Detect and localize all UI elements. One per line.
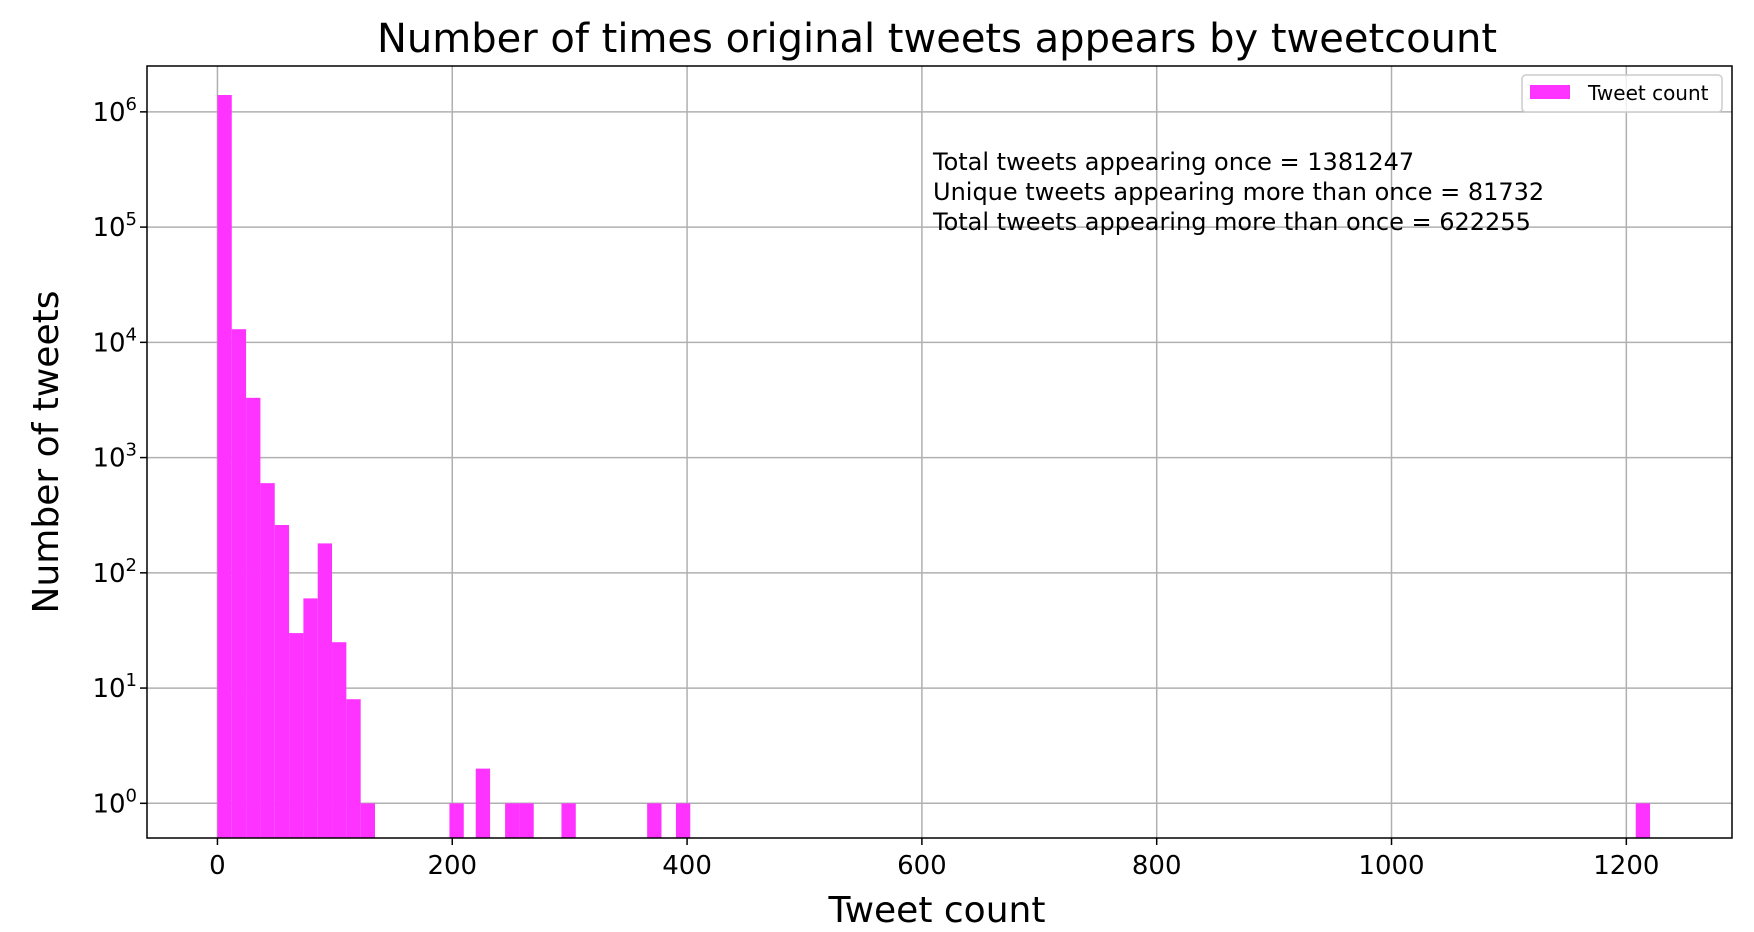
- histogram-bar-9: [346, 699, 361, 838]
- y-axis-label: Number of tweets: [26, 291, 67, 614]
- x-tick-label-2: 400: [662, 851, 712, 881]
- histogram-bar-14: [519, 803, 534, 838]
- chart-title: Number of times original tweets appears …: [377, 16, 1497, 62]
- y-tick-label-5: 105: [92, 209, 137, 243]
- y-tick-label-6: 106: [92, 94, 137, 128]
- legend-frame: [1521, 74, 1723, 113]
- x-axis-ticks: 0 200 400 600 800 1000 1200: [209, 838, 1659, 881]
- legend-label: Tweet count: [1587, 81, 1709, 105]
- histogram-bar-2: [246, 397, 261, 838]
- annotation-line-2: Unique tweets appearing more than once =…: [933, 178, 1544, 206]
- x-axis-label: Tweet count: [828, 890, 1046, 931]
- annotation-box: Total tweets appearing once = 1381247 Un…: [932, 148, 1544, 236]
- histogram-bar-10: [360, 803, 376, 838]
- x-tick-label-6: 1200: [1593, 851, 1659, 881]
- legend: Tweet count: [1521, 74, 1723, 113]
- histogram-bar-1: [231, 329, 247, 838]
- histogram-bar-0: [217, 95, 232, 838]
- histogram-bar-16: [647, 803, 662, 838]
- x-tick-label-1: 200: [427, 851, 477, 881]
- y-tick-label-4: 104: [92, 324, 137, 358]
- histogram-bar-15: [561, 803, 576, 838]
- bars: [217, 95, 1651, 838]
- histogram-bar-5: [289, 633, 304, 838]
- histogram-bar-12: [475, 768, 491, 838]
- y-tick-label-1: 101: [92, 670, 137, 704]
- x-tick-label-3: 600: [897, 851, 947, 881]
- y-tick-label-3: 103: [92, 440, 137, 474]
- histogram-bar-11: [449, 803, 464, 838]
- y-tick-label-2: 102: [92, 555, 137, 589]
- y-axis-ticks: 100 101 102 103 104 105 106: [92, 94, 147, 819]
- y-tick-label-0: 100: [92, 785, 137, 819]
- histogram-bar-4: [274, 525, 290, 838]
- histogram-bar-7: [317, 543, 333, 838]
- legend-swatch: [1530, 85, 1570, 99]
- histogram-bar-17: [675, 803, 691, 838]
- histogram-bar-6: [303, 598, 318, 838]
- x-tick-label-0: 0: [209, 851, 226, 881]
- grid: [147, 66, 1732, 838]
- histogram-bar-18: [1635, 803, 1651, 838]
- annotation-line-1: Total tweets appearing once = 1381247: [932, 148, 1414, 176]
- plot-frame: [146, 65, 1733, 839]
- x-tick-label-5: 1000: [1358, 851, 1424, 881]
- annotation-line-3: Total tweets appearing more than once = …: [932, 208, 1531, 236]
- histogram-bar-3: [260, 483, 275, 838]
- histogram-bar-13: [505, 803, 520, 838]
- histogram-bar-8: [332, 642, 347, 838]
- x-tick-label-4: 800: [1132, 851, 1182, 881]
